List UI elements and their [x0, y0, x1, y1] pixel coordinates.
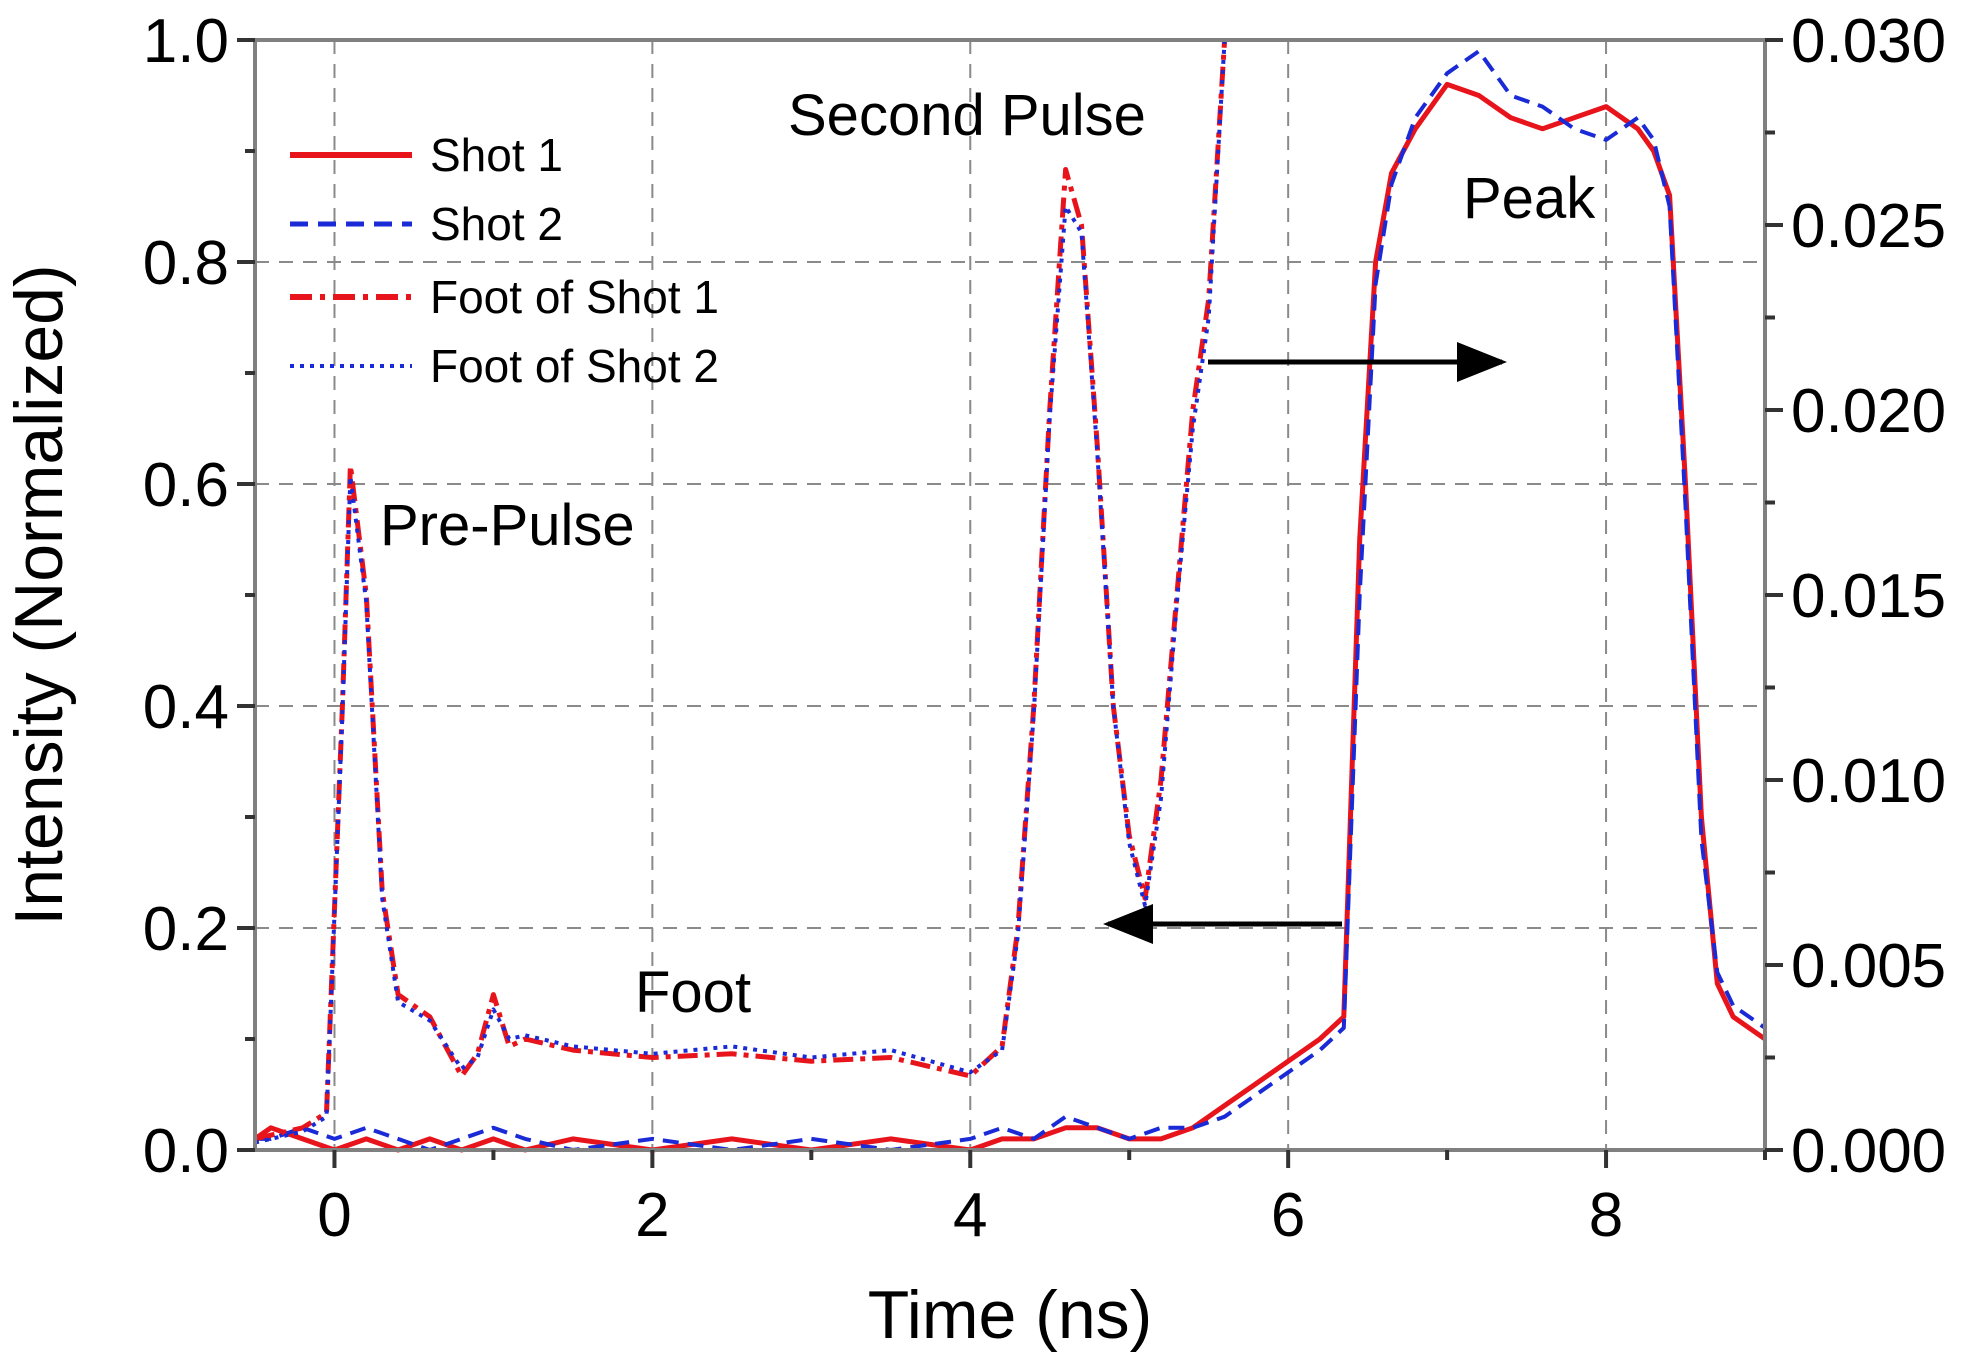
y2-tick-label: 0.030	[1791, 7, 1946, 76]
y-tick-label: 0.2	[143, 895, 229, 964]
x-tick-label: 2	[635, 1181, 669, 1250]
annotation-pre-pulse: Pre-Pulse	[380, 493, 635, 558]
x-tick-label: 4	[953, 1181, 987, 1250]
x-tick-label: 6	[1271, 1181, 1305, 1250]
y-axis-title: Intensity (Normalized)	[1, 264, 77, 925]
y2-tick-label: 0.000	[1791, 1117, 1946, 1186]
axis-ticks	[237, 38, 1783, 1168]
annotation-peak: Peak	[1463, 166, 1596, 231]
y2-tick-label: 0.005	[1791, 932, 1946, 1001]
x-tick-label: 0	[317, 1181, 351, 1250]
x-axis-title: Time (ns)	[868, 1277, 1153, 1353]
plot-series	[253, 39, 1767, 1153]
legend-label-shot-2: Shot 2	[430, 198, 563, 250]
annotation-second-pulse: Second Pulse	[788, 83, 1146, 148]
y2-tick-label: 0.020	[1791, 377, 1946, 446]
y-tick-label: 0.0	[143, 1117, 229, 1186]
legend-label-foot-shot-2: Foot of Shot 2	[430, 340, 719, 392]
series-line-foot-of-shot-1	[254, 39, 1228, 1142]
series-line-shot-1	[253, 81, 1767, 1153]
y-tick-label: 1.0	[143, 7, 229, 76]
legend: Shot 1 Shot 2 Foot of Shot 1 Foot of Sho…	[290, 129, 719, 392]
legend-label-shot-1: Shot 1	[430, 129, 563, 181]
series-line-shot-2	[255, 49, 1767, 1152]
y-tick-label: 0.4	[143, 673, 229, 742]
y-tick-label: 0.6	[143, 451, 229, 520]
grid-lines	[255, 40, 1765, 1150]
series-line-foot-of-shot-2	[254, 39, 1227, 1145]
y2-tick-label: 0.010	[1791, 747, 1946, 816]
annotation-foot: Foot	[635, 960, 751, 1025]
tick-labels: 0 2 4 6 8 0.0 0.2 0.4 0.6 0.8 1.0 0.000 0.005 0.010 0.…	[143, 7, 1946, 1250]
y2-tick-label: 0.025	[1791, 192, 1946, 261]
x-tick-label: 8	[1589, 1181, 1623, 1250]
y-tick-label: 0.8	[143, 229, 229, 298]
legend-label-foot-shot-1: Foot of Shot 1	[430, 271, 719, 323]
y2-tick-label: 0.015	[1791, 562, 1946, 631]
